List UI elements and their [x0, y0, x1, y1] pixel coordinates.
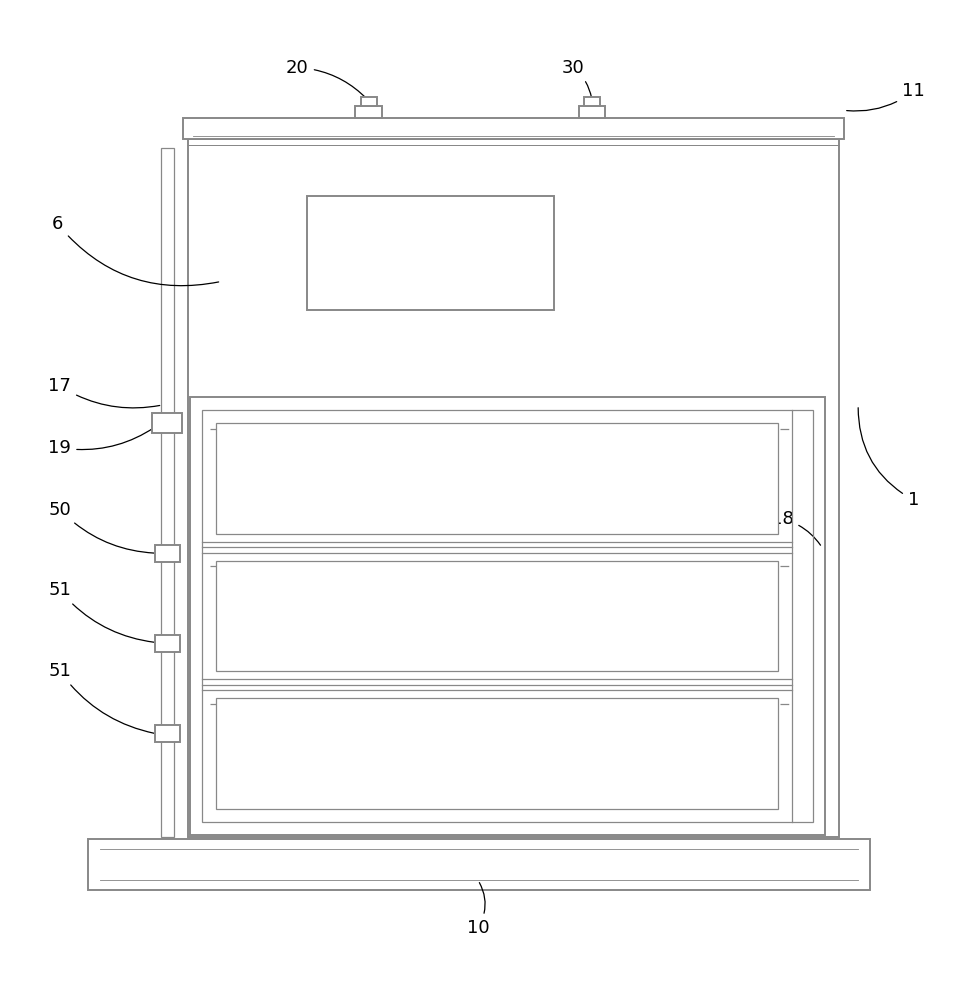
Bar — [161, 148, 174, 837]
Bar — [155, 545, 180, 562]
Text: 10: 10 — [467, 883, 489, 937]
Text: 6: 6 — [53, 215, 219, 286]
Bar — [184, 118, 844, 139]
Bar — [216, 698, 778, 809]
Text: 1: 1 — [858, 408, 919, 509]
Bar — [203, 410, 813, 822]
Bar — [584, 97, 600, 106]
Text: 51: 51 — [49, 581, 154, 642]
Text: 19: 19 — [49, 427, 155, 457]
Text: 20: 20 — [286, 59, 367, 99]
Bar — [155, 725, 180, 742]
Text: 50: 50 — [49, 501, 154, 553]
Bar — [88, 839, 870, 890]
Bar — [356, 106, 382, 118]
Bar — [188, 139, 839, 837]
Bar — [216, 561, 778, 671]
Bar — [360, 97, 377, 106]
Bar — [155, 635, 180, 652]
Bar — [578, 106, 605, 118]
Text: 30: 30 — [562, 59, 592, 98]
Text: 17: 17 — [49, 377, 160, 408]
Text: 11: 11 — [847, 82, 924, 111]
Text: 18: 18 — [771, 510, 820, 545]
Text: 51: 51 — [49, 662, 154, 733]
Bar — [216, 423, 778, 534]
Bar — [190, 397, 825, 835]
Bar — [152, 413, 183, 433]
Bar — [307, 196, 554, 310]
